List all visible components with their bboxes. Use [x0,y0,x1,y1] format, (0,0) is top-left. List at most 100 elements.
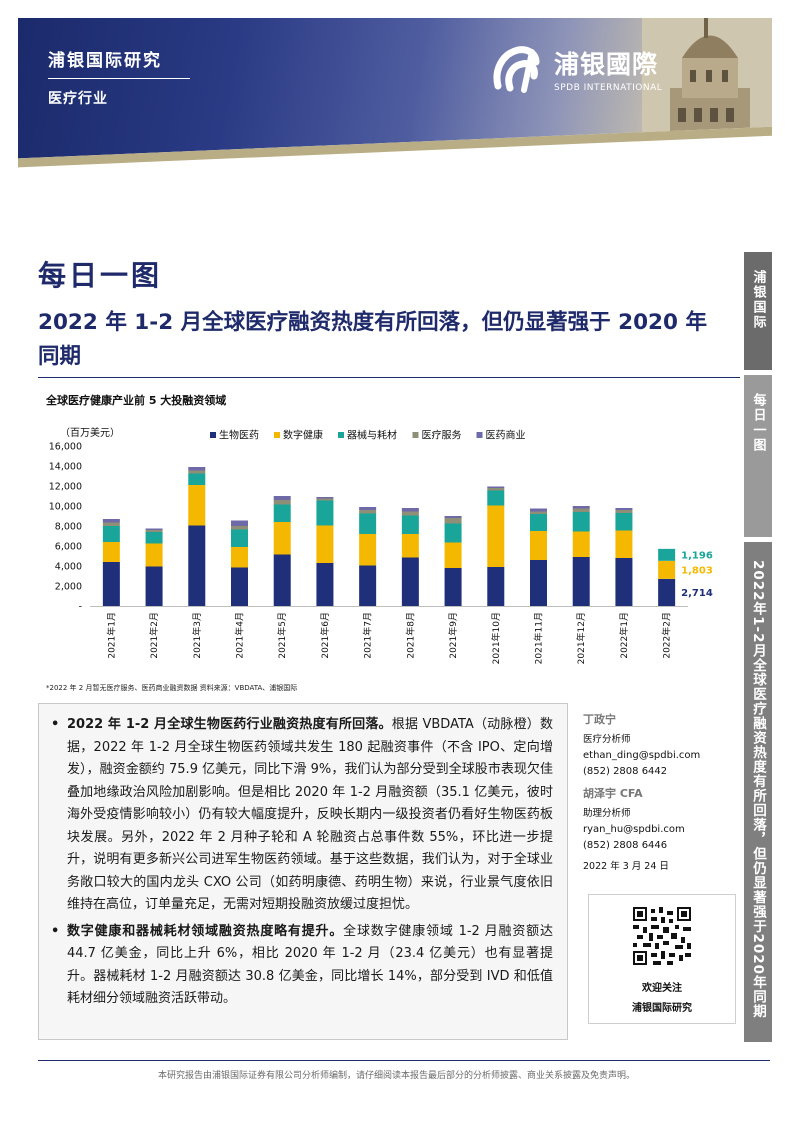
bar-segment [487,567,505,606]
bar-segment [615,508,633,510]
firm-name: 浦银国际研究 [48,46,190,79]
bar-segment [145,566,163,606]
bar-segment [231,547,248,568]
bar-segment [273,554,291,606]
bar-segment [487,490,505,506]
y-tick-label: 14,000 [49,462,82,473]
bar-segment [145,530,163,532]
bar-segment [316,525,334,563]
bar-segment [102,562,120,606]
bar-segment [231,567,248,606]
x-tick-label: 2022年1月 [618,612,630,659]
legend-label: 医疗服务 [422,429,462,442]
bar-segment [273,522,291,555]
legend-swatch [338,432,344,438]
bar-segment [102,519,120,523]
bar-segment [444,542,462,568]
data-label: 1,196 [681,550,713,561]
bar-segment [572,512,590,532]
header-banner: 浦银国际研究 医疗行业 浦银國際 SPDB INTERNATIONAL [18,18,772,218]
bar-segment [401,511,419,516]
bar-segment [487,505,505,567]
qr-caption-follow: 欢迎关注 [642,983,682,994]
bullet-biopharma: 2022 年 1-2 月全球生物医药行业融资热度有所回落。根据 VBDATA（动… [51,714,553,917]
sector-name: 医疗行业 [48,91,108,107]
bar-segment [487,488,505,491]
qr-panel: 欢迎关注 浦银国际研究 [588,894,736,1024]
bar-segment [359,510,377,514]
legend-label: 医药商业 [486,429,526,442]
x-tick-label: 2021年12月 [575,612,587,664]
bar-segment [188,485,206,526]
x-tick-label: 2021年4月 [234,612,246,659]
legend-label: 数字健康 [283,429,323,442]
side-tab-brand-label: 浦银国际 [750,270,766,330]
banner-gold-stripe [18,122,772,218]
side-tab-headline: 2022年1-2月全球医疗融资热度有所回落，但仍显著强于2020年同期 [744,542,772,1042]
page-title: 每日一图 [38,259,163,292]
bar-segment [658,548,676,561]
x-tick-label: 2021年11月 [533,612,545,664]
bar-segment [615,513,633,531]
bar-segment [530,560,547,606]
bar-segment [615,510,633,513]
chart-title: 全球医疗健康产业前 5 大投融资领域 [46,394,227,407]
bullet-digital-health: 数字健康和器械耗材领域融资热度略有提升。全球数字健康领域 1-2 月融资额达 4… [51,921,553,1011]
y-tick-label: 2,000 [55,582,82,593]
bar-segment [316,563,334,606]
bar-segment [444,523,462,543]
x-tick-label: 2021年3月 [191,612,203,659]
analyst-card: 胡泽宇 CFA 助理分析师 ryan_hu@spdbi.com (852) 28… [583,786,685,854]
logo-chinese-text: 浦银國際 [554,50,659,79]
data-label: 1,803 [681,565,713,576]
bar-segment [145,543,163,567]
analyst-name: 胡泽宇 CFA [583,787,643,800]
bar-segment [401,557,419,606]
bar-segment [615,558,633,606]
bar-segment [102,526,120,542]
commentary-box: 2022 年 1-2 月全球生物医药行业融资热度有所回落。根据 VBDATA（动… [38,703,568,1040]
bar-segment [401,515,419,534]
bullet-digital-health-lead: 数字健康和器械耗材领域融资热度略有提升。 [67,923,344,939]
bar-segment [572,506,590,509]
qr-code-icon[interactable] [633,907,691,965]
legend-label: 生物医药 [219,429,259,442]
bullet-digital-health-text: 全球数字健康领域 1-2 月融资额达 44.7 亿美金，同比上升 6%，相比 2… [67,923,553,1007]
bar-segment [658,578,676,606]
x-tick-label: 2021年7月 [362,612,374,659]
bar-segment [102,542,120,562]
bar-segment [188,467,206,471]
footer-disclaimer: 本研究报告由浦银国际证券有限公司分析师编制，请仔细阅读本报告最后部分的分析师披露… [157,1071,635,1081]
bar-segment [316,500,334,526]
bar-segment [530,511,547,514]
bar-segment [273,504,291,522]
headline-divider [38,377,740,378]
bar-segment [359,534,377,566]
bar-segment [359,507,377,510]
bar-segment [530,508,547,512]
y-axis-unit-label: （百万美元） [60,426,120,439]
x-tick-label: 2022年2月 [661,612,673,659]
bar-segment [316,498,334,501]
bar-segment [401,508,419,512]
x-tick-label: 2021年5月 [276,612,288,659]
bar-segment [231,526,248,530]
y-tick-label: 8,000 [55,522,82,533]
bar-segment [530,514,547,531]
data-label: 2,714 [681,588,713,599]
financing-stacked-bar-chart: （百万美元） - 2,000 4,000 6,000 8,000 10,000 12,000 1… [49,426,713,664]
side-tab-series: 每日一图 [744,375,772,537]
analyst-email[interactable]: ethan_ding@spdbi.com [583,750,701,761]
analyst-name: 丁政宁 [583,713,616,726]
y-tick-label: - [79,602,82,613]
bar-segment [572,557,590,606]
x-tick-label: 2021年1月 [105,612,117,659]
chart-source-note: *2022 年 2 月暂无医疗服务、医药商业融资数据 资料来源：VBDATA、浦… [46,684,298,692]
analyst-email[interactable]: ryan_hu@spdbi.com [583,824,685,835]
x-tick-label: 2021年2月 [148,612,160,659]
bullet-biopharma-lead: 2022 年 1-2 月全球生物医药行业融资热度有所回落。 [67,717,392,732]
qr-caption-account: 浦银国际研究 [632,1003,692,1014]
bar-segment [273,496,291,500]
report-headline: 2022 年 1-2 月全球医疗融资热度有所回落，但仍显著强于 2020 年同期 [38,310,707,369]
side-tab-headline-label: 2022年1-2月全球医疗融资热度有所回落，但仍显著强于2020年同期 [750,560,766,1019]
